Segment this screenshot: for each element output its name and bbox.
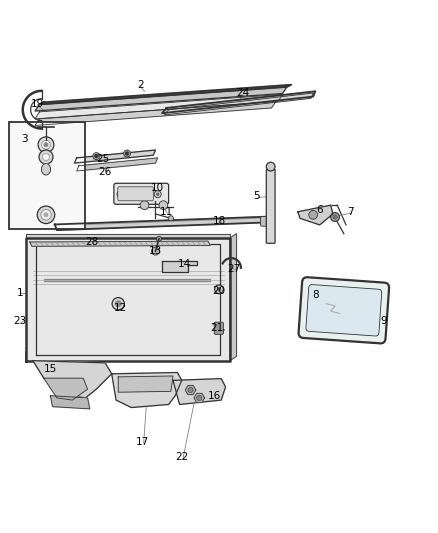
Text: 1: 1 [16,288,23,298]
Text: 26: 26 [99,167,112,177]
Polygon shape [33,361,112,398]
Circle shape [125,152,129,155]
Circle shape [37,206,55,223]
FancyBboxPatch shape [118,187,153,201]
Text: 28: 28 [85,237,99,247]
Polygon shape [55,216,272,230]
Text: 16: 16 [208,391,221,401]
Text: 5: 5 [253,191,260,201]
Circle shape [44,213,48,217]
Text: 10: 10 [151,183,164,192]
Text: 18: 18 [212,215,226,225]
Circle shape [95,155,98,158]
Polygon shape [230,233,237,361]
Text: 15: 15 [44,365,57,374]
Circle shape [43,138,49,142]
Text: 17: 17 [136,437,149,447]
Text: 6: 6 [316,205,323,215]
Text: 20: 20 [212,286,226,296]
FancyBboxPatch shape [299,277,389,343]
Text: 13: 13 [149,246,162,256]
Polygon shape [35,101,276,125]
Text: 21: 21 [210,323,223,333]
Polygon shape [112,373,182,408]
Polygon shape [44,378,88,400]
FancyBboxPatch shape [114,183,169,204]
Polygon shape [26,238,230,361]
Polygon shape [74,150,155,163]
Polygon shape [173,378,226,405]
FancyBboxPatch shape [306,285,382,336]
Circle shape [93,152,100,159]
Text: 3: 3 [21,134,28,144]
Circle shape [124,150,131,157]
Polygon shape [185,385,196,394]
Circle shape [168,216,173,221]
Circle shape [215,285,223,294]
Circle shape [42,140,50,149]
Circle shape [156,193,159,196]
Circle shape [38,137,54,152]
Circle shape [266,162,275,171]
Polygon shape [35,94,283,119]
Circle shape [117,191,124,198]
Circle shape [154,191,161,198]
Circle shape [309,211,318,219]
Text: 25: 25 [96,154,110,164]
Polygon shape [164,93,313,115]
Circle shape [112,297,124,310]
Text: 19: 19 [31,100,44,109]
Circle shape [197,395,202,400]
Polygon shape [194,393,205,402]
Circle shape [140,201,149,209]
Circle shape [159,201,168,209]
Text: 22: 22 [175,452,188,462]
Polygon shape [50,395,90,409]
Circle shape [188,387,193,393]
Polygon shape [298,205,333,225]
Text: 24: 24 [237,88,250,99]
Text: 8: 8 [312,290,319,300]
Text: 2: 2 [137,80,144,90]
FancyBboxPatch shape [261,216,274,226]
Text: 27: 27 [228,264,241,273]
Polygon shape [30,241,210,246]
Circle shape [41,209,51,220]
Circle shape [43,167,49,172]
Text: 12: 12 [114,303,127,313]
Text: 9: 9 [380,316,387,326]
Circle shape [217,287,221,291]
Text: 11: 11 [160,207,173,217]
Text: 14: 14 [177,260,191,269]
FancyBboxPatch shape [214,322,223,334]
Circle shape [152,247,159,255]
Bar [9,122,85,229]
Polygon shape [42,164,50,175]
Circle shape [331,213,339,221]
Polygon shape [118,376,173,392]
Polygon shape [35,87,287,111]
Circle shape [44,142,48,147]
Circle shape [42,154,49,160]
Polygon shape [26,233,230,238]
Text: 7: 7 [347,207,354,217]
Text: 23: 23 [13,316,26,326]
Circle shape [115,301,121,307]
FancyBboxPatch shape [266,169,275,243]
Polygon shape [39,85,291,104]
Circle shape [333,215,337,219]
Polygon shape [162,261,197,272]
Polygon shape [162,91,315,113]
Circle shape [39,150,53,164]
Circle shape [156,236,162,241]
Circle shape [119,193,122,196]
Polygon shape [77,158,158,171]
